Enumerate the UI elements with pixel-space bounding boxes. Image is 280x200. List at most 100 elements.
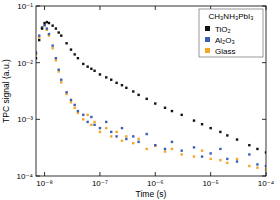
- data-point: [180, 114, 182, 116]
- data-point: [65, 42, 67, 44]
- data-point: [209, 152, 211, 154]
- y-tick: [262, 176, 266, 177]
- y-tick: [36, 62, 40, 63]
- data-point: [146, 98, 148, 100]
- data-point: [60, 34, 62, 36]
- data-point: [219, 148, 221, 150]
- data-point: [236, 158, 238, 160]
- data-point: [256, 148, 258, 150]
- data-point: [125, 138, 127, 140]
- data-point: [121, 84, 123, 86]
- data-point: [86, 121, 88, 123]
- data-point: [105, 127, 107, 129]
- data-point: [125, 87, 127, 89]
- legend-label: TiO₂: [215, 25, 231, 34]
- data-point: [48, 33, 50, 35]
- data-point: [70, 99, 72, 101]
- data-point: [46, 27, 48, 29]
- y-tick-label: 10⁻²: [17, 59, 33, 68]
- data-point: [164, 150, 166, 152]
- plot-frame: [36, 6, 266, 176]
- x-tick: [44, 172, 45, 176]
- y-tick: [36, 176, 40, 177]
- data-point: [132, 142, 134, 144]
- data-point: [154, 102, 156, 104]
- data-point: [60, 81, 62, 83]
- data-point: [70, 101, 72, 103]
- data-point: [93, 70, 95, 72]
- data-point: [58, 69, 60, 71]
- data-point: [201, 149, 203, 151]
- x-tick-label: 10⁻⁸: [36, 179, 53, 188]
- data-point: [90, 68, 92, 70]
- data-point: [137, 138, 139, 140]
- y-tick: [262, 62, 266, 63]
- data-point: [146, 148, 148, 150]
- data-point: [82, 63, 84, 65]
- data-point: [43, 24, 45, 26]
- legend: CH₃NH₃PbI₃ TiO₂ Al₂O₃ Glass: [199, 9, 263, 57]
- data-point: [248, 165, 250, 167]
- data-point: [38, 39, 40, 41]
- data-point: [226, 158, 228, 160]
- data-point: [41, 27, 43, 29]
- data-point: [99, 73, 101, 75]
- legend-swatch: [205, 37, 210, 42]
- data-point: [171, 110, 173, 112]
- data-point: [115, 82, 117, 84]
- data-point: [248, 153, 250, 155]
- x-tick: [155, 172, 156, 176]
- series-points: [36, 21, 266, 154]
- x-tick: [266, 172, 267, 176]
- data-point: [193, 146, 195, 148]
- data-point: [226, 162, 228, 164]
- data-point: [82, 118, 84, 120]
- data-point: [209, 127, 211, 129]
- data-point: [219, 131, 221, 133]
- data-point: [73, 53, 75, 55]
- data-point: [60, 79, 62, 81]
- data-point: [77, 57, 79, 59]
- x-tick-label: 10⁻⁷: [92, 179, 108, 188]
- data-point: [171, 141, 173, 143]
- series-points: [36, 24, 266, 170]
- data-point: [180, 149, 182, 151]
- y-tick: [36, 6, 40, 7]
- data-point: [99, 127, 101, 129]
- data-point: [121, 127, 123, 129]
- legend-label: Al₂O₃: [215, 36, 235, 45]
- data-point: [110, 79, 112, 81]
- data-point: [256, 163, 258, 165]
- chart: 10⁻⁸10⁻⁷10⁻⁶10⁻⁵10⁻⁴10⁻⁴10⁻³10⁻²10⁻¹Time…: [0, 0, 280, 200]
- legend-label: Glass: [215, 47, 235, 56]
- data-point: [154, 145, 156, 147]
- data-point: [236, 138, 238, 140]
- data-point: [132, 135, 134, 137]
- y-tick-label: 10⁻³: [17, 115, 33, 124]
- data-point: [82, 114, 84, 116]
- data-point: [48, 22, 50, 24]
- data-point: [137, 94, 139, 96]
- legend-swatch: [205, 48, 210, 53]
- data-point: [86, 65, 88, 67]
- x-tick-label: 10⁻⁵: [202, 179, 218, 188]
- x-tick: [99, 6, 100, 10]
- data-point: [43, 22, 45, 24]
- x-axis-title: Time (s): [136, 189, 167, 199]
- data-point: [51, 44, 53, 46]
- data-point: [46, 21, 48, 23]
- data-point: [90, 124, 92, 126]
- y-axis-title: TPC signal (a.u.): [1, 59, 11, 123]
- data-point: [154, 144, 156, 146]
- data-point: [171, 148, 173, 150]
- data-point: [226, 134, 228, 136]
- data-point: [105, 76, 107, 78]
- y-tick: [262, 6, 266, 7]
- data-point: [164, 148, 166, 150]
- data-point: [99, 131, 101, 133]
- data-point: [219, 159, 221, 161]
- x-tick-label: 10⁻⁴: [258, 179, 275, 188]
- data-point: [55, 27, 57, 29]
- legend-title: CH₃NH₃PbI₃: [209, 12, 254, 21]
- data-point: [55, 59, 57, 61]
